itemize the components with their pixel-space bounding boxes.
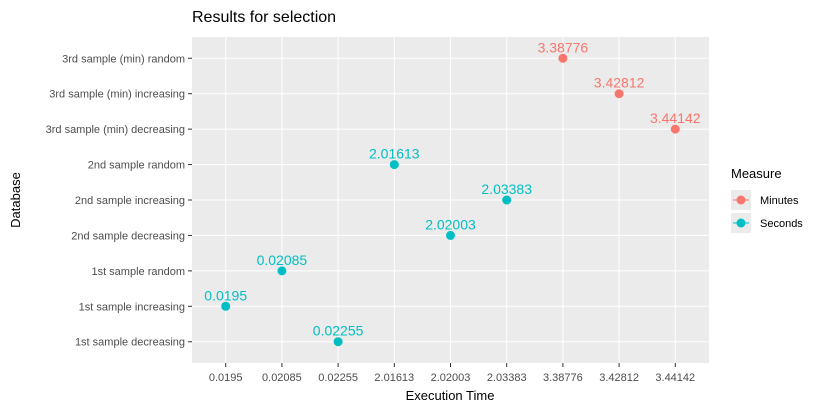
x-tick-label: 0.02255 <box>318 372 358 384</box>
data-label: 3.44142 <box>650 110 701 126</box>
data-label: 2.01613 <box>369 146 420 162</box>
data-point <box>389 160 399 170</box>
y-tick-label: 1st sample random <box>91 266 185 278</box>
data-label: 0.02255 <box>313 323 364 339</box>
x-tick-label: 3.42812 <box>599 372 639 384</box>
data-label: 3.38776 <box>538 39 589 55</box>
data-point <box>670 124 680 134</box>
data-point <box>502 195 512 205</box>
data-label: 2.02003 <box>425 216 476 232</box>
y-tick-label: 3rd sample (min) increasing <box>49 89 185 101</box>
x-tick-label: 2.02003 <box>431 372 471 384</box>
y-axis-ticks: 1st sample decreasing 1st sample increasi… <box>46 53 192 349</box>
y-axis-title: Database <box>8 172 23 228</box>
data-labels: 3.38776 3.42812 3.44142 2.01613 2.03383 2.020… <box>204 39 700 338</box>
data-point <box>558 53 568 63</box>
legend-label: Minutes <box>760 195 799 207</box>
data-point <box>446 230 455 240</box>
legend-key-point <box>736 218 746 228</box>
x-axis-title: Execution Time <box>406 388 495 403</box>
x-tick-label: 0.0195 <box>209 372 243 384</box>
x-tick-label: 3.38776 <box>543 372 583 384</box>
data-point <box>221 301 231 311</box>
y-tick-label: 2nd sample decreasing <box>71 230 185 242</box>
y-tick-label: 3rd sample (min) decreasing <box>46 124 185 136</box>
data-point <box>614 89 624 99</box>
y-tick-label: 2nd sample random <box>88 160 185 172</box>
data-point <box>277 266 287 276</box>
data-point <box>333 337 343 347</box>
data-points <box>221 53 680 347</box>
y-tick-label: 2nd sample increasing <box>75 195 185 207</box>
x-tick-label: 0.02085 <box>262 372 302 384</box>
x-tick-label: 2.01613 <box>374 372 414 384</box>
chart-title: Results for selection <box>192 9 336 26</box>
legend: Measure Minutes Seconds <box>731 166 803 233</box>
y-tick-label: 1st sample decreasing <box>75 337 185 349</box>
legend-key-point <box>736 195 746 205</box>
data-label: 0.02085 <box>257 252 308 268</box>
data-label: 3.42812 <box>594 75 645 91</box>
x-tick-label: 2.03383 <box>487 372 527 384</box>
data-label: 0.0195 <box>204 287 247 303</box>
legend-title: Measure <box>731 166 782 181</box>
x-axis-ticks: 0.0195 0.02085 0.02255 2.01613 2.02003 2.0338… <box>209 363 695 384</box>
data-label: 2.03383 <box>481 181 532 197</box>
y-tick-label: 3rd sample (min) random <box>62 53 185 65</box>
legend-label: Seconds <box>760 218 803 230</box>
y-tick-label: 1st sample increasing <box>79 301 185 313</box>
x-tick-label: 3.44142 <box>655 372 695 384</box>
